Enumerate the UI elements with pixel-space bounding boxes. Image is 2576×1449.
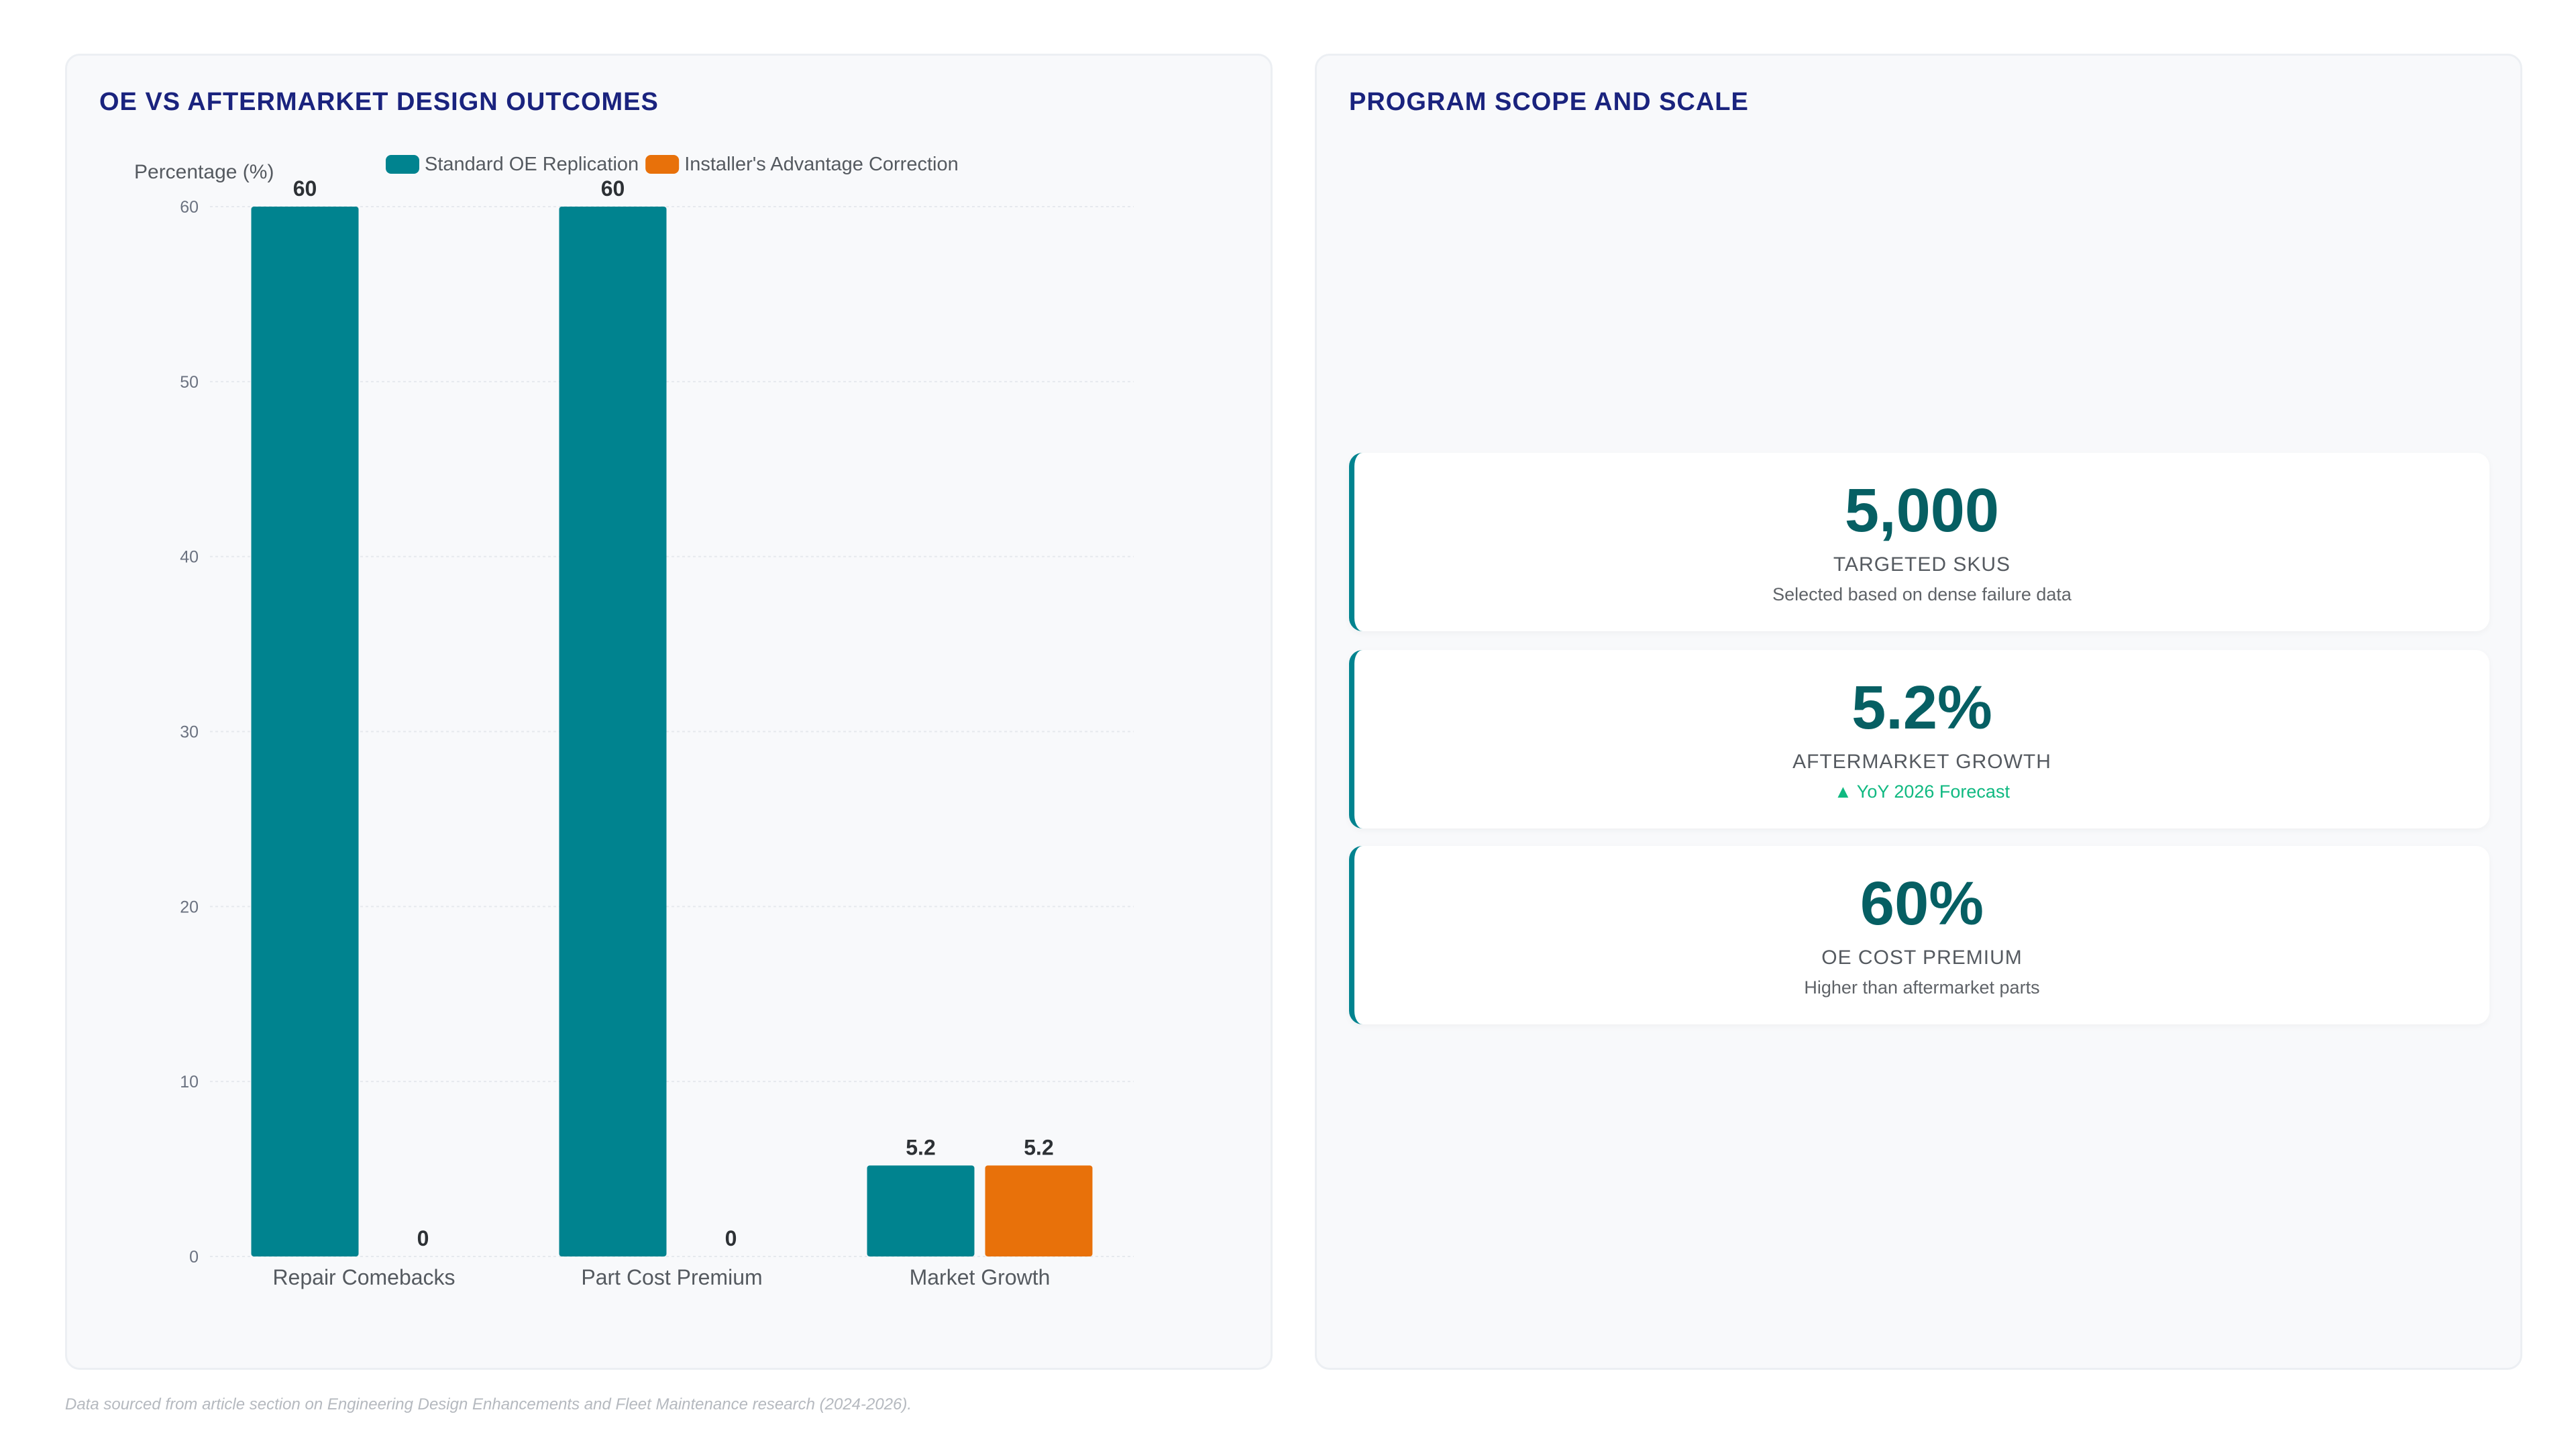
data-label: 60 <box>601 176 625 201</box>
y-axis-title: Percentage (%) <box>134 161 274 183</box>
y-tick-label: 30 <box>180 723 199 742</box>
bar-0-0 <box>251 207 359 1256</box>
x-tick-label: Market Growth <box>910 1265 1051 1289</box>
legend-label-1: Installer's Advantage Correction <box>684 154 959 175</box>
bar-1-2 <box>985 1165 1093 1256</box>
kpi-subtext: Selected based on dense failure data <box>1772 584 2072 604</box>
bar-chart: 0 10 20 30 40 50 60 Percentage (%) Standard OE R… <box>134 154 1134 1289</box>
y-tick-label: 50 <box>180 373 199 392</box>
bar-0-2 <box>867 1165 975 1256</box>
data-label: 60 <box>293 176 317 201</box>
kpi-value: 5.2% <box>1851 674 1992 742</box>
kpi-card-aftermarket-growth: 5.2% AFTERMARKET GROWTH ▲ YoY 2026 Forec… <box>1349 650 2489 828</box>
kpi-value: 60% <box>1860 869 1984 938</box>
kpi-value: 5,000 <box>1844 476 2000 545</box>
bar-0-1 <box>559 207 667 1256</box>
scope-panel: PROGRAM SCOPE AND SCALE 5,000 TARGETED S… <box>1315 54 2522 1370</box>
chart-panel: OE VS AFTERMARKET DESIGN OUTCOMES 0 10 20 3… <box>65 54 1273 1370</box>
kpi-label: AFTERMARKET GROWTH <box>1792 751 2051 773</box>
x-tick-label: Repair Comebacks <box>272 1265 455 1289</box>
legend-swatch-1 <box>645 155 680 174</box>
data-label: 0 <box>725 1226 737 1250</box>
data-label: 5.2 <box>906 1135 935 1159</box>
chart-panel-title: OE VS AFTERMARKET DESIGN OUTCOMES <box>99 88 659 116</box>
kpi-card-oe-cost-premium: 60% OE COST PREMIUM Higher than aftermar… <box>1349 846 2489 1024</box>
kpi-card-targeted-skus: 5,000 TARGETED SKUS Selected based on de… <box>1349 453 2489 631</box>
source-footnote: Data sourced from article section on Eng… <box>65 1395 912 1413</box>
kpi-label: TARGETED SKUS <box>1833 553 2011 576</box>
data-label: 5.2 <box>1024 1135 1053 1159</box>
y-tick-label: 40 <box>180 548 199 567</box>
x-tick-label: Part Cost Premium <box>581 1265 762 1289</box>
y-tick-label: 0 <box>189 1248 199 1267</box>
data-label: 0 <box>417 1226 429 1250</box>
scope-panel-title: PROGRAM SCOPE AND SCALE <box>1349 88 1749 116</box>
kpi-subtext: Higher than aftermarket parts <box>1804 977 2040 998</box>
legend-swatch-0 <box>386 155 419 174</box>
y-tick-label: 20 <box>180 898 199 916</box>
kpi-label: OE COST PREMIUM <box>1821 947 2023 969</box>
legend-label-0: Standard OE Replication <box>425 154 639 175</box>
y-tick-label: 60 <box>180 198 199 217</box>
y-tick-label: 10 <box>180 1073 199 1091</box>
kpi-trend-positive: ▲ YoY 2026 Forecast <box>1834 782 2010 802</box>
